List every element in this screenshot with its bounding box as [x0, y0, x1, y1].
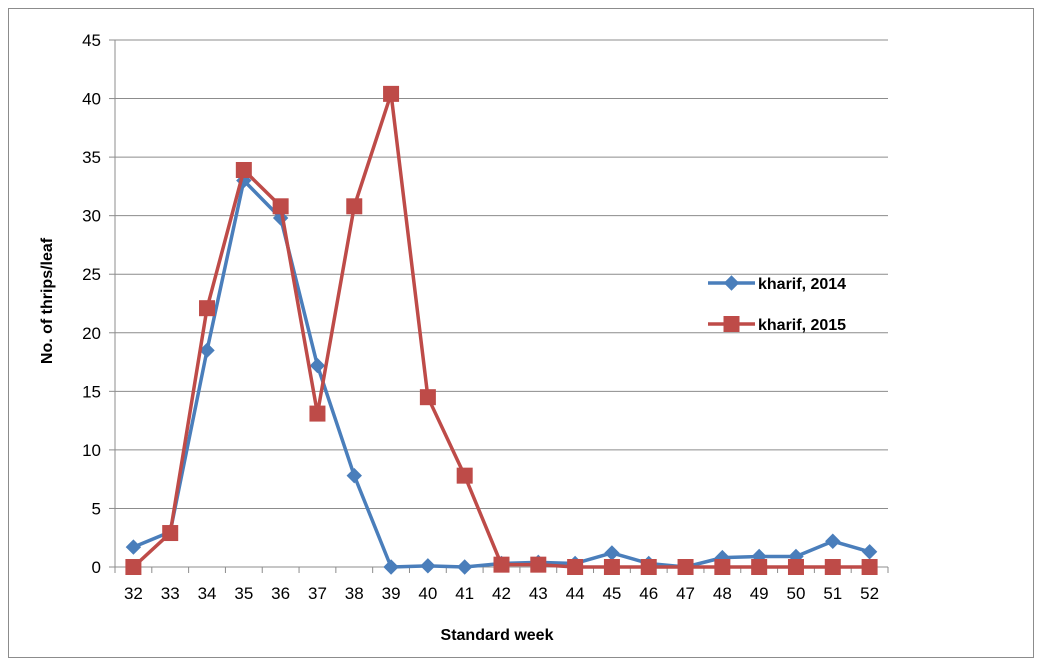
legend-item: kharif, 2015	[708, 316, 846, 334]
x-tick-label: 45	[602, 584, 621, 603]
square-marker	[235, 161, 252, 178]
x-tick-label: 44	[566, 584, 585, 603]
x-tick-label: 38	[345, 584, 364, 603]
x-tick-label: 48	[713, 584, 732, 603]
x-tick-label: 49	[750, 584, 769, 603]
legend: kharif, 2014 kharif, 2015	[708, 275, 846, 334]
diamond-marker	[309, 357, 326, 374]
y-tick-label: 30	[82, 207, 101, 226]
square-marker	[530, 556, 547, 573]
series-1	[125, 172, 878, 575]
y-axis-title: No. of thrips/leaf	[39, 237, 56, 364]
square-marker	[272, 198, 289, 215]
diamond-marker	[346, 467, 362, 484]
square-marker	[125, 559, 142, 575]
y-tick-label: 45	[82, 31, 101, 50]
diamond-marker	[825, 533, 841, 549]
x-tick-label: 50	[787, 584, 806, 603]
diamond-marker	[604, 545, 620, 561]
diamond-marker	[125, 539, 142, 555]
square-marker	[456, 467, 473, 484]
square-marker	[419, 389, 436, 406]
series-2	[125, 85, 878, 575]
x-tick-label: 36	[271, 584, 290, 603]
square-marker	[714, 559, 731, 575]
square-marker	[824, 559, 841, 575]
x-tick-label: 37	[308, 584, 327, 603]
y-tick-label: 5	[92, 499, 101, 518]
square-marker	[493, 556, 510, 573]
square-marker	[309, 405, 326, 422]
square-marker	[787, 559, 804, 575]
x-tick-label: 35	[234, 584, 253, 603]
legend-item: kharif, 2014	[708, 275, 846, 293]
x-tick-label: 33	[161, 584, 180, 603]
square-marker	[567, 559, 584, 575]
diamond-marker	[456, 559, 473, 575]
x-tick-labels: 32 33 34 35 36 37 38 39 40 41 42 43 44 45 46 47 48 49 50 51…	[124, 584, 879, 603]
x-tick-label: 39	[382, 584, 401, 603]
x-tick-label: 43	[529, 584, 548, 603]
x-tick-label: 40	[418, 584, 437, 603]
y-tick-label: 35	[82, 148, 101, 167]
y-tick-label: 15	[82, 382, 101, 401]
legend-label: kharif, 2015	[758, 317, 846, 334]
square-marker	[861, 559, 878, 575]
x-tick-label: 32	[124, 584, 143, 603]
x-tick-label: 51	[823, 584, 842, 603]
y-tick-label: 40	[82, 90, 101, 109]
legend-marker	[723, 275, 740, 291]
square-marker	[603, 559, 620, 575]
legend-marker	[723, 316, 740, 332]
axes	[109, 39, 889, 573]
series	[125, 85, 878, 575]
square-marker	[162, 525, 179, 542]
y-tick-labels: 0 5 10 15 20 25 30 35 40 45	[82, 31, 101, 577]
square-marker	[677, 559, 694, 575]
x-tick-label: 52	[860, 584, 879, 603]
y-tick-label: 20	[82, 324, 101, 343]
series-line	[132, 178, 871, 569]
y-tick-label: 0	[92, 558, 101, 577]
x-axis-title: Standard week	[441, 627, 554, 644]
gridlines	[115, 39, 888, 509]
square-marker	[383, 85, 400, 102]
y-tick-label: 10	[82, 441, 101, 460]
square-marker	[199, 300, 216, 317]
legend-label: kharif, 2014	[758, 276, 846, 293]
square-marker	[751, 559, 768, 575]
x-tick-label: 47	[676, 584, 695, 603]
square-marker	[640, 559, 657, 575]
y-tick-label: 25	[82, 265, 101, 284]
square-marker	[346, 198, 363, 215]
diamond-marker	[861, 544, 878, 560]
diamond-marker	[383, 559, 399, 575]
x-tick-label: 34	[198, 584, 217, 603]
diamond-marker	[420, 558, 436, 574]
x-tick-label: 41	[455, 584, 474, 603]
x-tick-label: 46	[639, 584, 658, 603]
diamond-marker	[199, 342, 215, 359]
x-tick-label: 42	[492, 584, 511, 603]
